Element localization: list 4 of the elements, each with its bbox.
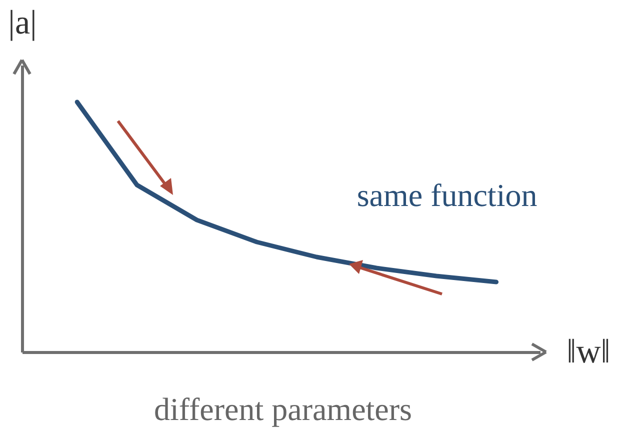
annotation: same function — [356, 177, 538, 213]
y-axis-title: |a| — [8, 4, 37, 42]
text: different parameters — [154, 391, 412, 427]
x-axis-title: ‖w‖ — [566, 334, 610, 370]
